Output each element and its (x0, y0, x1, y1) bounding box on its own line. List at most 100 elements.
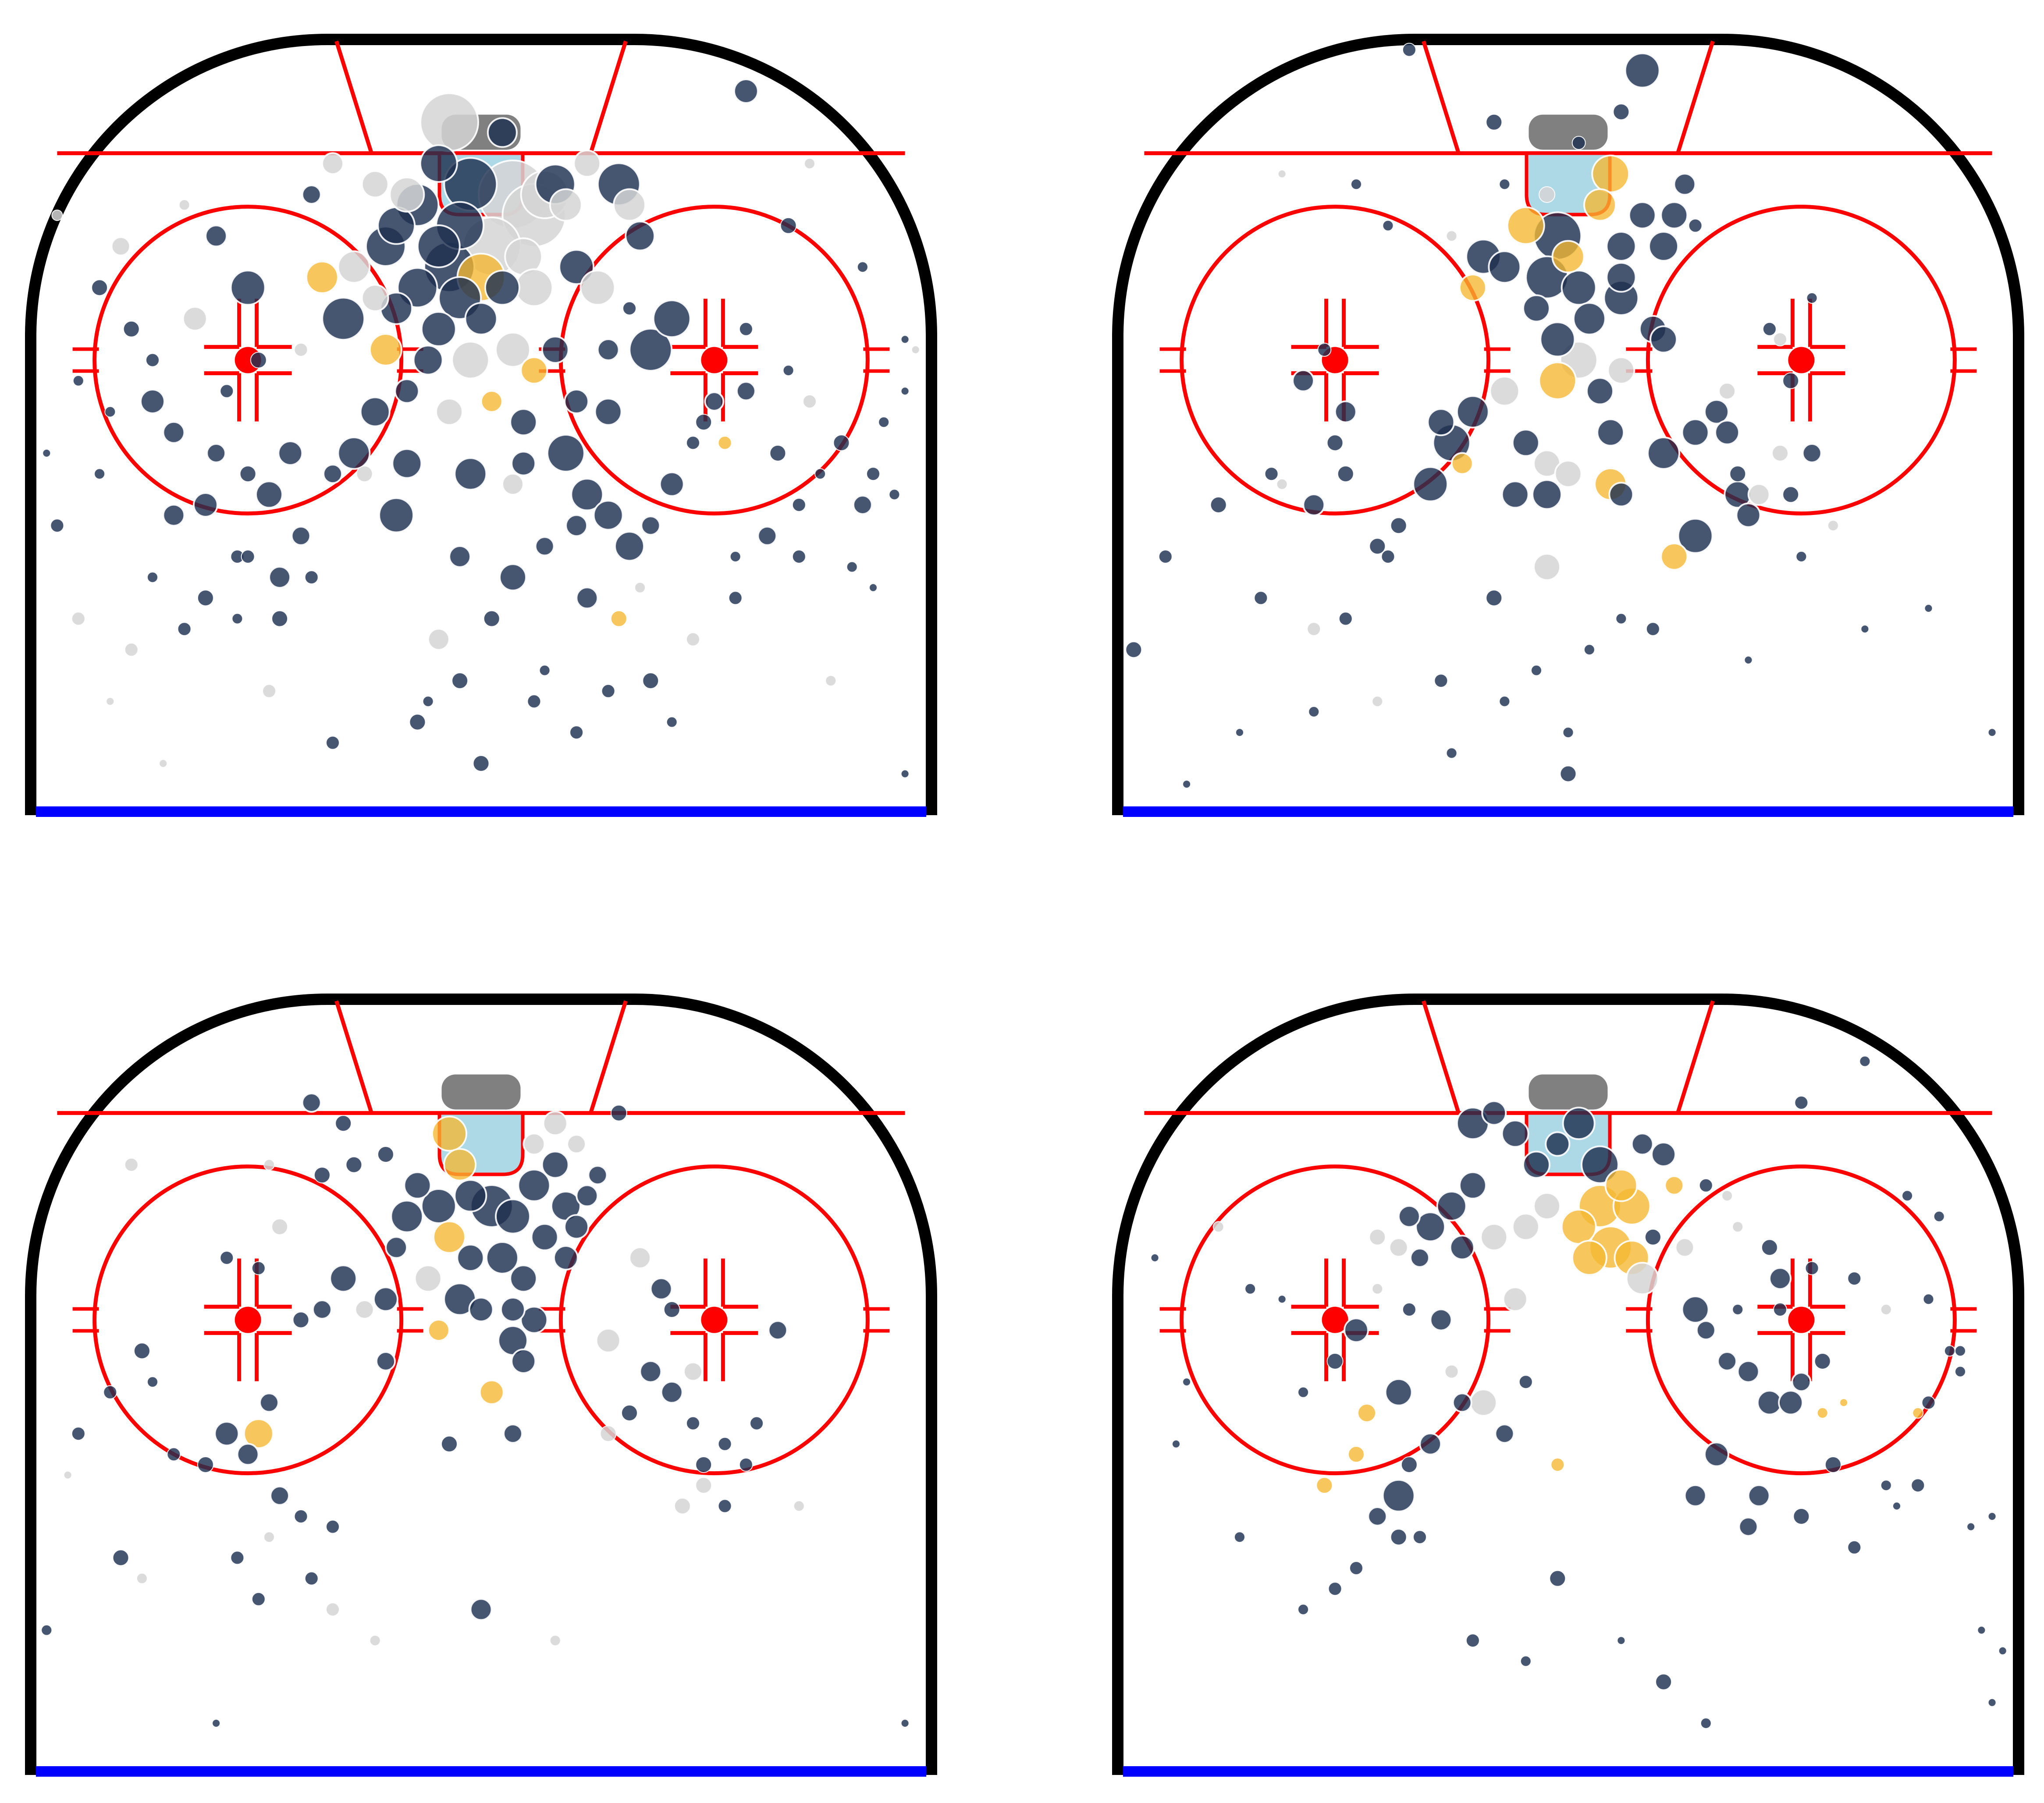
shot-point (1681, 418, 1710, 447)
shot-point (182, 306, 208, 332)
shot-point (1944, 1345, 1955, 1357)
shot-point (1617, 1636, 1626, 1645)
shot-point (277, 440, 303, 466)
shot-point (420, 1188, 457, 1224)
shot-point (704, 391, 725, 412)
shot-point (1212, 1221, 1224, 1233)
shot-point (1539, 186, 1556, 203)
shot-point (435, 398, 463, 426)
shot-point (197, 1456, 214, 1473)
shot-point (1402, 43, 1416, 57)
shot-point (1125, 641, 1142, 658)
shot-point (1700, 1718, 1712, 1729)
shot-point (825, 675, 837, 687)
shot-point (782, 365, 794, 376)
shot-point (112, 1549, 129, 1566)
shot-point (197, 589, 214, 607)
shot-point (104, 406, 116, 418)
shot-point (541, 1150, 569, 1179)
shot-point (1631, 1132, 1654, 1156)
shot-point (1334, 400, 1357, 423)
shot-point (124, 1157, 139, 1172)
trapezoid-left (334, 40, 373, 154)
shot-point (1338, 611, 1353, 626)
shot-point (1719, 383, 1736, 400)
shot-point (718, 1499, 732, 1513)
shot-point (255, 480, 283, 509)
shot-point (1452, 1392, 1472, 1413)
shot-point (1307, 622, 1321, 636)
shot-point (1506, 206, 1545, 245)
shot-point (231, 613, 243, 625)
shot-point (390, 1200, 424, 1233)
faceoff-circle-right (1646, 1164, 1957, 1476)
shot-point (431, 1115, 467, 1152)
shot-point (1902, 1190, 1913, 1202)
shot-point (263, 1159, 275, 1171)
shot-point (1531, 664, 1542, 676)
shot-point (321, 152, 344, 175)
shot-point (1390, 517, 1407, 534)
shot-point (1562, 727, 1574, 738)
shot-point (660, 1381, 683, 1404)
shot-point (1518, 1375, 1533, 1389)
shot-point (268, 566, 291, 589)
shot-point (236, 1443, 259, 1466)
shot-point (326, 1602, 340, 1617)
shot-point (1737, 1360, 1760, 1383)
shot-point (1381, 550, 1395, 564)
shot-point (71, 1427, 85, 1441)
shot-point (1839, 1398, 1848, 1407)
faceoff-dot-right (701, 347, 728, 373)
shot-point (523, 1132, 546, 1156)
goal-net (1529, 1074, 1608, 1110)
shot-point (1860, 625, 1870, 634)
shot-point (600, 1425, 617, 1442)
shot-point (1328, 1582, 1342, 1596)
shot-point (326, 1519, 340, 1534)
shot-point (487, 117, 518, 148)
shot-point (1628, 201, 1657, 230)
shot-point (553, 1245, 579, 1271)
shot-point (1674, 1237, 1695, 1258)
shot-point (480, 390, 503, 413)
shot-point (361, 170, 389, 199)
shot-point (162, 504, 185, 527)
shot-point (833, 434, 850, 451)
shot-point (629, 328, 673, 372)
shot-point (167, 1447, 181, 1462)
rink-boards (25, 34, 937, 815)
shot-point (1532, 479, 1563, 510)
shot-point (610, 610, 627, 627)
shot-point (133, 1342, 150, 1359)
shot-point (1738, 1516, 1759, 1537)
shot-point (564, 1214, 590, 1240)
shot-point (509, 1264, 538, 1293)
shot-point (869, 583, 878, 592)
shot-point (1606, 262, 1637, 293)
shot-point (733, 78, 759, 104)
shot-point (389, 177, 425, 213)
shot-point (792, 550, 806, 564)
shot-point (686, 436, 700, 450)
shot-point (63, 1470, 72, 1480)
shot-point (1235, 728, 1244, 737)
shot-point (642, 672, 659, 689)
shot-point (271, 1218, 288, 1235)
shot-point (468, 1297, 494, 1322)
rink-bottom-left (25, 994, 937, 1777)
shot-point (579, 270, 616, 306)
shot-point (1326, 434, 1344, 451)
shot-point (369, 1635, 381, 1647)
shot-point (71, 611, 85, 626)
shot-point (750, 1416, 764, 1430)
shot-point (1427, 408, 1455, 437)
shot-point (159, 759, 168, 768)
shot-point (313, 1167, 331, 1184)
shot-point (900, 769, 910, 778)
shot-point (500, 1297, 526, 1322)
shot-point (1434, 674, 1448, 688)
shot-point (1696, 1320, 1716, 1341)
shot-point (593, 500, 624, 531)
shot-point (1390, 1529, 1407, 1546)
